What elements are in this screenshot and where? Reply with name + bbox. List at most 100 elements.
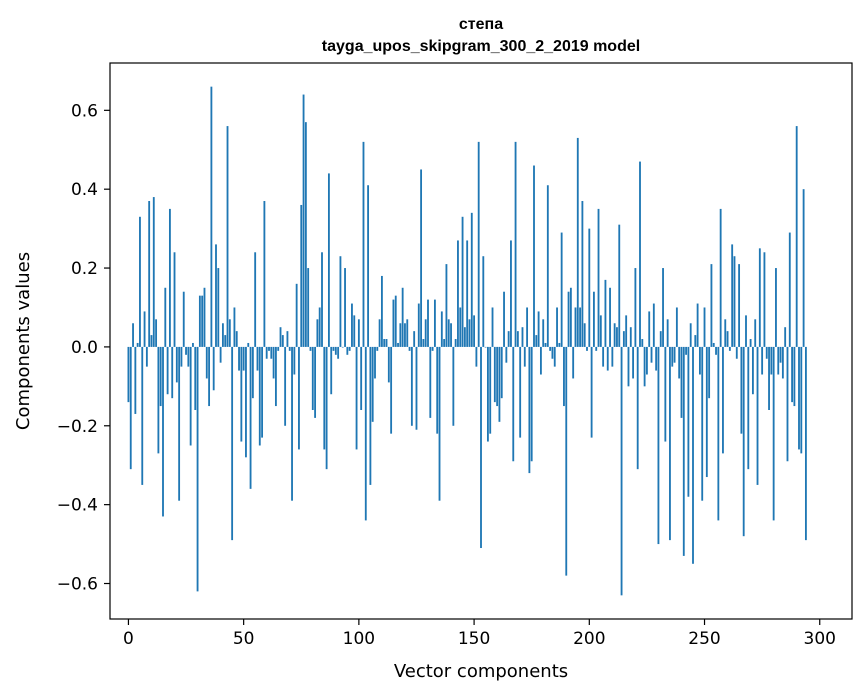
bar-70 bbox=[288, 346, 291, 351]
bar-167 bbox=[512, 346, 515, 462]
bar-127 bbox=[420, 169, 423, 347]
y-axis-ticks: −0.6 −0.4 −0.2 0.0 0.2 0.4 0.6 bbox=[57, 101, 110, 595]
bar-26 bbox=[187, 346, 190, 367]
bar-105 bbox=[369, 346, 372, 485]
bar-24 bbox=[182, 291, 185, 347]
bar-188 bbox=[560, 232, 563, 347]
bar-292 bbox=[800, 346, 803, 454]
bar-169 bbox=[516, 331, 519, 347]
bar-222 bbox=[639, 161, 641, 347]
bar-67 bbox=[281, 335, 284, 347]
bar-12 bbox=[155, 319, 158, 347]
bar-160 bbox=[496, 346, 499, 407]
bar-190 bbox=[565, 346, 568, 576]
bar-221 bbox=[636, 346, 639, 470]
bar-39 bbox=[217, 268, 220, 347]
bar-153 bbox=[480, 346, 482, 549]
bar-11 bbox=[152, 197, 155, 347]
bar-87 bbox=[327, 173, 330, 347]
bar-107 bbox=[374, 346, 376, 379]
bar-246 bbox=[694, 335, 697, 347]
bar-56 bbox=[256, 346, 259, 371]
bar-88 bbox=[330, 346, 333, 395]
bar-90 bbox=[334, 346, 337, 355]
bar-104 bbox=[367, 185, 370, 347]
bar-291 bbox=[798, 346, 800, 450]
bar-186 bbox=[556, 307, 558, 347]
bar-237 bbox=[673, 346, 676, 363]
bar-27 bbox=[189, 346, 192, 446]
bar-286 bbox=[786, 346, 789, 462]
bar-158 bbox=[491, 307, 494, 347]
bar-148 bbox=[468, 319, 471, 347]
bar-223 bbox=[641, 339, 644, 347]
bar-80 bbox=[311, 346, 314, 410]
bar-268 bbox=[745, 315, 747, 347]
bar-57 bbox=[258, 346, 261, 446]
bar-205 bbox=[599, 315, 602, 347]
bar-273 bbox=[756, 346, 759, 485]
bar-22 bbox=[178, 346, 181, 501]
bar-136 bbox=[440, 311, 443, 347]
bar-9 bbox=[148, 201, 151, 347]
bar-43 bbox=[226, 126, 229, 347]
bar-13 bbox=[157, 346, 160, 454]
bar-266 bbox=[740, 346, 743, 434]
bar-47 bbox=[235, 331, 238, 347]
bar-61 bbox=[268, 346, 270, 351]
x-tick-label: 100 bbox=[343, 629, 375, 649]
bar-172 bbox=[523, 346, 526, 367]
bar-236 bbox=[671, 346, 674, 367]
bar-187 bbox=[558, 342, 561, 347]
bar-204 bbox=[597, 208, 600, 347]
bar-245 bbox=[692, 346, 694, 564]
bar-113 bbox=[387, 346, 390, 383]
bar-257 bbox=[719, 208, 722, 347]
bar-260 bbox=[726, 331, 729, 347]
bar-103 bbox=[364, 346, 367, 521]
bar-251 bbox=[705, 346, 708, 478]
bar-30 bbox=[196, 346, 199, 592]
bar-199 bbox=[586, 346, 588, 351]
bar-36 bbox=[210, 86, 213, 347]
bar-48 bbox=[238, 346, 240, 371]
bar-207 bbox=[604, 279, 607, 347]
bar-62 bbox=[270, 346, 273, 359]
bar-83 bbox=[318, 307, 321, 347]
bar-123 bbox=[410, 346, 413, 426]
bar-270 bbox=[749, 339, 752, 347]
bar-256 bbox=[717, 346, 720, 521]
bar-95 bbox=[346, 346, 349, 355]
bar-241 bbox=[682, 346, 685, 556]
bar-225 bbox=[645, 346, 648, 375]
bar-35 bbox=[208, 346, 211, 407]
bar-149 bbox=[470, 212, 473, 347]
bar-134 bbox=[436, 346, 439, 434]
bar-7 bbox=[143, 311, 146, 347]
bar-252 bbox=[708, 346, 711, 399]
bar-8 bbox=[145, 346, 148, 367]
bar-166 bbox=[510, 240, 512, 347]
bar-231 bbox=[659, 331, 662, 347]
bar-147 bbox=[466, 240, 469, 347]
bar-135 bbox=[438, 346, 441, 501]
bar-202 bbox=[592, 291, 595, 347]
bar-132 bbox=[431, 346, 434, 351]
bar-285 bbox=[784, 327, 787, 347]
bar-279 bbox=[770, 346, 773, 375]
bar-41 bbox=[221, 323, 224, 347]
bar-75 bbox=[300, 204, 303, 347]
bar-100 bbox=[357, 319, 360, 347]
bar-68 bbox=[284, 346, 287, 426]
bar-99 bbox=[355, 346, 358, 450]
bar-150 bbox=[473, 315, 476, 347]
bar-65 bbox=[277, 346, 280, 351]
bar-176 bbox=[533, 165, 535, 347]
bar-21 bbox=[175, 346, 178, 383]
bar-63 bbox=[272, 346, 275, 379]
x-tick-label: 50 bbox=[233, 629, 255, 649]
bar-226 bbox=[648, 311, 651, 347]
bar-272 bbox=[754, 319, 757, 347]
bar-157 bbox=[489, 346, 492, 434]
